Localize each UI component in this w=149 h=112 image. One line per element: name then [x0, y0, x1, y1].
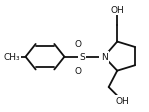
Text: S: S — [79, 53, 85, 62]
Text: OH: OH — [110, 6, 124, 15]
Text: O: O — [75, 40, 82, 48]
Text: O: O — [75, 66, 82, 75]
Text: N: N — [101, 53, 107, 62]
Text: CH₃: CH₃ — [3, 53, 20, 62]
Text: OH: OH — [116, 97, 129, 106]
